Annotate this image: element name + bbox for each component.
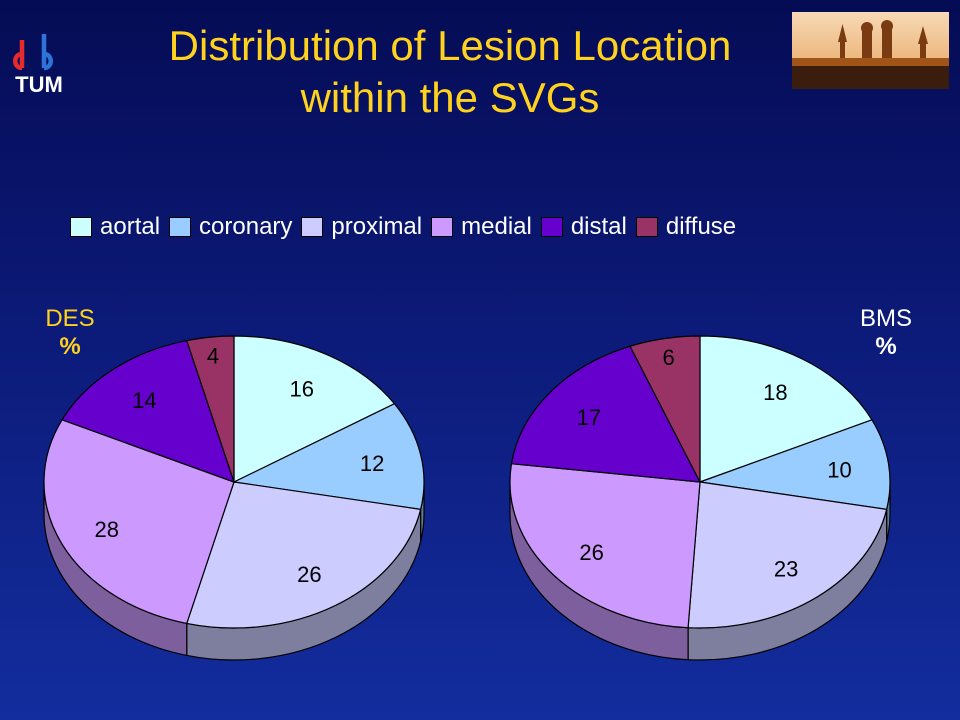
des-value-medial: 28 xyxy=(95,517,119,542)
legend-swatch-proximal xyxy=(301,217,324,237)
bms-slice-medial xyxy=(509,463,701,629)
legend-label-proximal: proximal xyxy=(331,213,423,240)
title-line-1: Distribution of Lesion Location xyxy=(168,22,732,69)
des-value-diffuse: 4 xyxy=(207,344,219,369)
chart-legend: aortal coronary proximal medial distal d… xyxy=(70,212,900,242)
bms-label-unit: % xyxy=(875,333,897,360)
legend-item-aortal: aortal xyxy=(70,213,160,241)
bms-value-proximal: 23 xyxy=(774,556,798,581)
des-slice-coronary xyxy=(231,403,425,511)
legend-label-aortal: aortal xyxy=(100,213,161,240)
des-value-aortal: 16 xyxy=(289,376,313,401)
bms-value-aortal: 18 xyxy=(763,380,787,405)
des-value-distal: 14 xyxy=(132,388,156,413)
legend-label-coronary: coronary xyxy=(199,213,293,240)
title-line-2: within the SVGs xyxy=(300,74,600,121)
des-value-coronary: 12 xyxy=(360,451,384,476)
bms-slice-coronary xyxy=(699,419,891,511)
bms-value-medial: 26 xyxy=(579,540,603,565)
des-slice-proximal xyxy=(185,481,422,629)
des-value-proximal: 26 xyxy=(297,562,321,587)
bms-slice-distal xyxy=(510,345,702,483)
des-slice-diffuse xyxy=(185,335,235,483)
bms-label-text: BMS xyxy=(859,305,912,332)
legend-item-proximal: proximal xyxy=(301,213,422,241)
legend-swatch-distal xyxy=(540,217,563,237)
bms-slice-aortal xyxy=(699,335,873,483)
logo-text: TUM xyxy=(15,72,63,97)
logo-emblem-icon xyxy=(13,34,53,71)
legend-item-medial: medial xyxy=(431,213,532,241)
legend-swatch-coronary xyxy=(169,217,192,237)
des-label-unit: % xyxy=(59,333,81,360)
bms-slice-diffuse xyxy=(629,335,701,483)
slide-title: Distribution of Lesion Location within t… xyxy=(100,20,800,124)
legend-label-diffuse: diffuse xyxy=(665,213,737,240)
legend-swatch-medial xyxy=(431,217,454,237)
des-chart-label: DES % xyxy=(30,305,110,361)
bms-value-diffuse: 6 xyxy=(663,345,675,370)
legend-item-coronary: coronary xyxy=(169,213,292,241)
des-slice-aortal xyxy=(233,335,396,483)
legend-item-diffuse: diffuse xyxy=(635,213,737,241)
legend-label-medial: medial xyxy=(461,213,532,240)
tum-logo: TUM xyxy=(13,34,63,97)
legend-item-distal: distal xyxy=(540,213,627,241)
legend-swatch-aortal xyxy=(70,217,92,237)
bms-value-distal: 17 xyxy=(577,405,601,430)
bms-slice-proximal xyxy=(687,481,888,629)
des-slice-distal xyxy=(61,339,235,483)
bms-chart-label: BMS % xyxy=(846,305,926,361)
munich-skyline-photo xyxy=(792,12,949,89)
des-label-text: DES xyxy=(45,305,95,332)
legend-label-distal: distal xyxy=(570,213,627,240)
legend-swatch-diffuse xyxy=(635,217,658,237)
bms-value-coronary: 10 xyxy=(827,457,851,482)
des-slice-medial xyxy=(43,419,235,625)
